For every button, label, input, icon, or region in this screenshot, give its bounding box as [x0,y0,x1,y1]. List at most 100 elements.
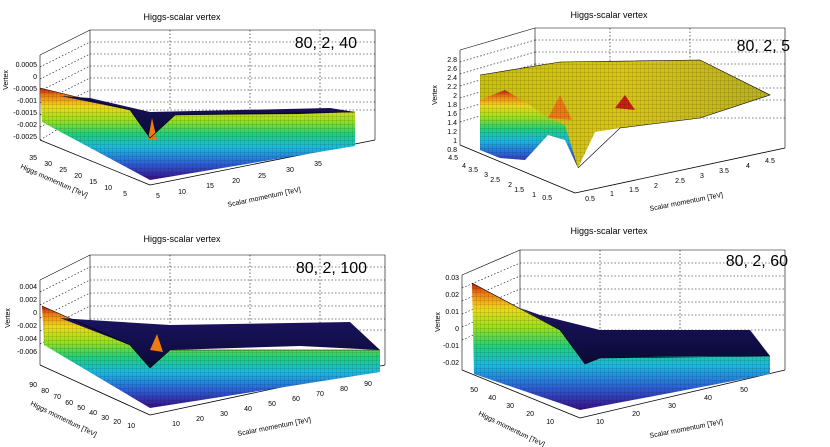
x-tick-label: 25 [258,173,266,180]
plot-title: Higgs-scalar vertex [570,226,648,236]
y-tick-label: 3 [484,172,488,179]
z-tick-label: 1.6 [447,111,457,118]
parameter-label: 80, 2, 5 [737,38,790,55]
z-tick-label: 0 [455,326,459,333]
x-tick-label: 20 [632,411,640,418]
x-tick-label: 20 [232,178,240,185]
x-axis-ticks: 0.5 1 1.5 2 2.5 3 3.5 4 4.5 [585,158,775,203]
y-tick-label: 50 [470,387,478,394]
z-tick-label: -0.02 [443,360,459,367]
x-axis-ticks: 5 10 15 20 25 30 35 [156,161,322,200]
z-tick-label: -0.0025 [13,134,37,141]
y-tick-label: 50 [77,405,85,412]
y-axis-title: Higgs momentum [TeV] [477,411,546,447]
x-tick-label: 1 [610,191,614,198]
x-tick-label: 30 [220,411,228,418]
y-tick-label: 2.5 [490,177,500,184]
x-axis-title: Scalar momentum [TeV] [237,417,312,438]
x-tick-label: 70 [316,391,324,398]
z-tick-label: 0.0005 [16,62,38,69]
x-axis-ticks: 10 20 30 40 50 [596,387,748,426]
z-tick-label: -0.001 [17,98,37,105]
plot-title: Higgs-scalar vertex [143,234,221,244]
parameter-label: 80, 2, 100 [296,260,367,277]
z-axis-title: Vertex [3,70,10,90]
y-axis-ticks: 90 80 70 60 50 40 30 20 10 [29,382,135,430]
z-tick-label: 2.2 [447,84,457,91]
y-tick-label: 10 [546,419,554,426]
x-tick-label: 50 [740,387,748,394]
y-tick-label: 0.5 [542,195,552,202]
z-tick-label: 0 [33,310,37,317]
y-tick-label: 2 [508,182,512,189]
z-tick-label: 0.03 [445,275,459,282]
vertex-surface [41,305,380,408]
x-tick-label: 1.5 [629,187,639,194]
vertex-surface [471,282,771,410]
z-tick-label: -0.002 [17,122,37,129]
z-tick-label: -0.004 [17,336,37,343]
vertex-surface [479,59,771,169]
y-axis-title: Higgs momentum [TeV] [19,163,88,199]
x-tick-label: 10 [596,419,604,426]
z-tick-label: 0.01 [445,309,459,316]
z-tick-label: 2.6 [447,66,457,73]
x-tick-label: 4.5 [765,158,775,165]
x-tick-label: 40 [704,395,712,402]
z-axis-title: Vertex [435,312,442,332]
z-tick-label: 2.8 [447,57,457,64]
x-tick-label: 80 [340,386,348,393]
plot-title: Higgs-scalar vertex [570,10,648,20]
x-tick-label: 40 [244,406,252,413]
y-axis-ticks: 4.5 4 3.5 3 2.5 2 1.5 1 0.5 [448,155,552,202]
x-tick-label: 60 [292,396,300,403]
y-tick-label: 30 [44,161,52,168]
vertex-surface [39,87,356,180]
z-tick-label: 2.4 [447,75,457,82]
y-tick-label: 40 [89,410,97,417]
y-tick-label: 5 [123,191,127,198]
y-tick-label: 1.5 [514,187,524,194]
x-tick-label: 50 [268,401,276,408]
z-tick-label: 0.02 [445,292,459,299]
z-axis-title: Vertex [432,85,439,105]
y-tick-label: 15 [89,179,97,186]
y-tick-label: 60 [65,400,73,407]
y-tick-label: 10 [127,423,135,430]
x-tick-label: 2 [654,183,658,190]
z-tick-label: 0.002 [19,297,37,304]
parameter-label: 80, 2, 60 [726,253,788,270]
y-tick-label: 80 [41,388,49,395]
y-tick-label: 30 [506,403,514,410]
y-tick-label: 10 [104,185,112,192]
y-tick-label: 20 [526,411,534,418]
y-tick-label: 25 [59,167,67,174]
z-tick-label: 0 [33,74,37,81]
x-tick-label: 5 [156,193,160,200]
z-axis-ticks: 0.03 0.02 0.01 0 -0.01 -0.02 [443,275,459,367]
y-tick-label: 40 [488,395,496,402]
z-tick-label: 2 [453,93,457,100]
z-tick-label: 0.8 [447,147,457,154]
z-tick-label: 1.2 [447,129,457,136]
x-tick-label: 90 [364,381,372,388]
y-tick-label: 90 [29,382,37,389]
y-tick-label: 4.5 [448,155,458,162]
x-tick-label: 30 [286,167,294,174]
z-tick-label: -0.006 [17,349,37,356]
x-tick-label: 20 [196,416,204,423]
x-tick-label: 30 [668,403,676,410]
x-tick-label: 35 [314,161,322,168]
x-tick-label: 3 [700,173,704,180]
plot-panel-80-2-60: Higgs-scalar vertex 80, 2, 60 [435,226,788,447]
y-axis-title: Higgs momentum [TeV] [29,401,98,439]
y-axis-ticks: 35 30 25 20 15 10 5 [29,155,127,198]
x-tick-label: 15 [206,183,214,190]
x-tick-label: 2.5 [675,178,685,185]
y-tick-label: 1 [532,192,536,199]
x-axis-title: Scalar momentum [TeV] [649,192,724,213]
x-tick-label: 3.5 [719,168,729,175]
y-axis-ticks: 50 40 30 20 10 [470,387,554,426]
y-tick-label: 20 [74,173,82,180]
